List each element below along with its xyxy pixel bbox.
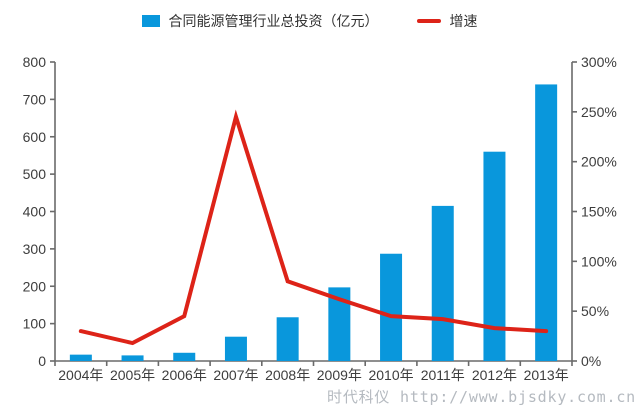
bar-2004年 bbox=[69, 354, 92, 361]
x-axis-category-label: 2010年 bbox=[368, 367, 413, 383]
left-axis-tick-label: 500 bbox=[23, 166, 47, 182]
x-axis-category-label: 2012年 bbox=[472, 367, 517, 383]
left-axis-tick-label: 100 bbox=[23, 316, 47, 332]
legend-bar-swatch-icon bbox=[141, 15, 160, 27]
x-axis-category-label: 2009年 bbox=[317, 367, 362, 383]
bar-2006年 bbox=[173, 352, 196, 361]
x-axis-category-label: 2004年 bbox=[58, 367, 103, 383]
right-axis-tick-label: 0% bbox=[581, 353, 601, 369]
left-axis-tick-label: 200 bbox=[23, 278, 47, 294]
left-axis-tick-label: 400 bbox=[23, 204, 47, 220]
x-axis-category-label: 2007年 bbox=[213, 367, 258, 383]
right-axis-tick-label: 50% bbox=[581, 303, 609, 319]
left-axis-tick-label: 700 bbox=[23, 91, 47, 107]
bar-2008年 bbox=[276, 317, 299, 361]
bar-2005年 bbox=[121, 355, 144, 361]
right-axis-tick-label: 100% bbox=[581, 253, 617, 269]
legend-line-swatch-icon bbox=[416, 19, 441, 23]
bar-2011年 bbox=[431, 205, 454, 361]
x-axis-category-label: 2011年 bbox=[421, 367, 465, 383]
bar-2010年 bbox=[380, 253, 403, 361]
legend-item-growth: 增速 bbox=[416, 11, 478, 31]
right-axis-tick-label: 200% bbox=[581, 154, 617, 170]
growth-line bbox=[78, 109, 549, 346]
x-axis-category-label: 2005年 bbox=[110, 367, 155, 383]
right-axis-tick-label: 250% bbox=[581, 104, 617, 120]
bar-2013年 bbox=[535, 84, 558, 362]
x-axis-category-label: 2013年 bbox=[524, 367, 569, 383]
left-axis-tick-label: 800 bbox=[23, 54, 47, 70]
chart-legend: 合同能源管理行业总投资（亿元） 增速 bbox=[0, 11, 619, 31]
left-axis-tick-label: 0 bbox=[38, 353, 46, 369]
left-axis-tick-label: 600 bbox=[23, 129, 47, 145]
left-axis-tick-label: 300 bbox=[23, 241, 47, 257]
watermark-text: 时代科仪 http://www.bjsdky.com.cn bbox=[327, 388, 636, 406]
right-axis-tick-label: 150% bbox=[581, 204, 617, 220]
x-axis-category-label: 2006年 bbox=[162, 367, 207, 383]
legend-label-investment: 合同能源管理行业总投资（亿元） bbox=[168, 13, 379, 29]
x-axis-category-label: 2008年 bbox=[265, 367, 310, 383]
legend-item-investment: 合同能源管理行业总投资（亿元） bbox=[141, 11, 379, 31]
bar-2012年 bbox=[483, 151, 506, 361]
legend-label-growth: 增速 bbox=[449, 13, 478, 29]
bar-2007年 bbox=[224, 336, 247, 361]
right-axis-tick-label: 300% bbox=[581, 54, 617, 70]
bar-2009年 bbox=[328, 287, 351, 361]
